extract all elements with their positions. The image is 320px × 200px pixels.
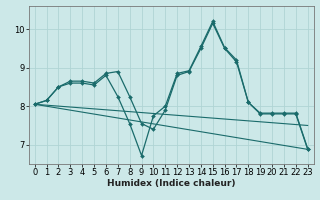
X-axis label: Humidex (Indice chaleur): Humidex (Indice chaleur) [107,179,236,188]
